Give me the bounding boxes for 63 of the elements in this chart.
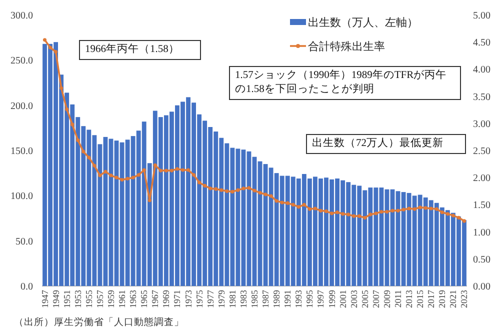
annotation: 1966年丙午（1.58） (79, 40, 201, 60)
x-tick-label: 1979 (216, 290, 226, 308)
x-tick-label: 2007 (370, 290, 381, 308)
x-tick-label: 1965 (139, 290, 150, 308)
x-tick-label: 1955 (84, 290, 94, 308)
x-tick-label: 1957 (94, 290, 105, 308)
y2-tick-label: 3.50 (473, 92, 490, 103)
y-tick-label: 100.0 (10, 191, 33, 202)
legend-label: 出生数（万人、左軸） (308, 16, 418, 29)
x-tick-label: 1981 (227, 290, 238, 308)
y-tick-label: 150.0 (10, 146, 33, 157)
x-tick-label: 1973 (183, 290, 194, 308)
y-tick-label: 50.0 (16, 236, 33, 248)
x-tick-label: 1959 (106, 290, 116, 308)
y-tick-label: 0.0 (20, 282, 33, 292)
x-tick-label: 1977 (205, 290, 216, 308)
x-tick-label: 1963 (128, 290, 138, 308)
x-tick-label: 1953 (72, 290, 83, 308)
x-tick-label: 1949 (50, 290, 61, 308)
y2-tick-label: 0.00 (473, 282, 490, 292)
x-tick-label: 1985 (250, 290, 260, 308)
x-tick-label: 2013 (404, 290, 414, 308)
x-tick-label: 2021 (448, 290, 458, 308)
y2-tick-label: 2.00 (473, 173, 490, 184)
x-tick-label: 1999 (326, 290, 337, 308)
x-tick-label: 1967 (150, 290, 160, 308)
x-tick-label: 2019 (437, 290, 448, 308)
x-tick-label: 1971 (172, 290, 182, 308)
x-tick-label: 2001 (338, 290, 348, 308)
x-tick-label: 2011 (393, 290, 404, 308)
text: （出所）厚生労働省「人口動態調査」 (14, 316, 184, 328)
x-tick-label: 2017 (426, 290, 436, 308)
x-tick-label: 2005 (360, 290, 370, 308)
y2-tick-label: 4.00 (473, 64, 490, 76)
x-tick-label: 1947 (40, 290, 50, 308)
x-tick-label: 1975 (194, 290, 204, 308)
x-tick-label: 2009 (382, 290, 392, 308)
y2-tick-label: 1.50 (473, 200, 490, 212)
x-tick-label: 1997 (316, 290, 326, 308)
legend-label: 合計特殊出生率 (308, 40, 385, 53)
y2-tick-label: 2.50 (473, 146, 490, 157)
x-tick-label: 1961 (117, 290, 128, 308)
x-tick-label: 1989 (272, 290, 282, 308)
y-tick-label: 250.0 (10, 56, 33, 67)
y2-tick-label: 3.00 (473, 118, 490, 130)
y2-tick-label: 5.00 (473, 10, 490, 22)
x-tick-label: 2015 (415, 290, 426, 308)
x-tick-label: 2003 (348, 290, 359, 308)
x-tick-label: 1951 (62, 290, 72, 308)
annotation: 1.57ショック（1990年）1989年のTFRが丙午の1.58を下回ったことが判明 (229, 66, 461, 100)
annotation: 出生数（72万人）最低更新 (306, 134, 466, 154)
y2-tick-label: 4.50 (473, 38, 490, 49)
x-tick-label: 1987 (260, 290, 271, 308)
y2-tick-label: 1.00 (473, 227, 490, 238)
x-tick-label: 1969 (161, 290, 172, 308)
x-tick-label: 1993 (294, 290, 304, 308)
x-tick-label: 1995 (304, 290, 315, 308)
y-tick-label: 200.0 (10, 100, 33, 112)
x-tick-label: 1991 (282, 290, 293, 308)
x-tick-label: 2023 (459, 290, 470, 308)
y2-tick-label: 0.50 (473, 254, 490, 266)
x-tick-label: 1983 (238, 290, 248, 308)
y-tick-label: 300.0 (10, 10, 33, 22)
